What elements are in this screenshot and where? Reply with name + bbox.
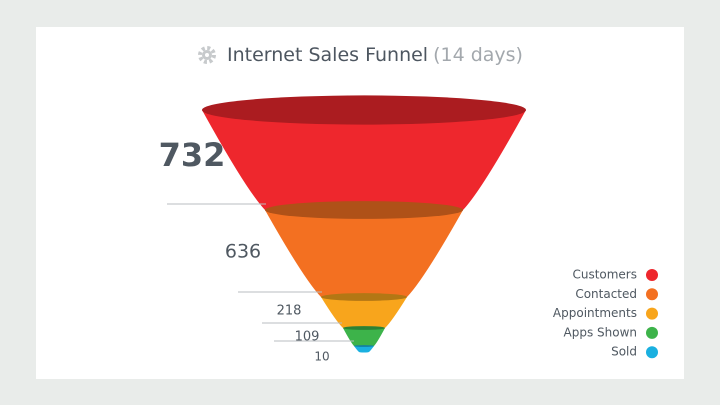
- segment-top: [343, 326, 385, 330]
- segment-body: [265, 210, 463, 301]
- legend-label: Sold: [611, 345, 637, 359]
- subtitle: (14 days): [433, 44, 523, 66]
- title: Internet Sales Funnel: [227, 44, 428, 66]
- legend-swatch: [646, 326, 658, 339]
- funnel-segment: [354, 345, 374, 353]
- gear-icon: [198, 46, 216, 64]
- value-label: 10: [314, 350, 329, 364]
- segment-body: [343, 328, 385, 347]
- value-label: 109: [295, 330, 320, 345]
- funnel-segment: [202, 95, 526, 219]
- legend-label: Appointments: [553, 306, 637, 320]
- legend-swatch: [646, 288, 658, 301]
- funnel-segment: [321, 293, 407, 330]
- segment-top: [202, 95, 526, 125]
- segment-top: [354, 345, 374, 347]
- segment-top: [321, 293, 407, 301]
- legend-label: Contacted: [575, 287, 637, 301]
- value-label: 636: [225, 241, 261, 263]
- funnel-segment: [265, 201, 463, 301]
- legend-label: Customers: [572, 268, 637, 282]
- value-label: 218: [277, 304, 302, 319]
- value-label: 732: [159, 136, 226, 174]
- segment-body: [354, 346, 374, 353]
- legend-swatch: [646, 346, 658, 359]
- segment-top: [265, 201, 463, 219]
- chart-title: Internet Sales Funnel (14 days): [227, 44, 523, 66]
- segment-body: [202, 110, 526, 219]
- legend-label: Apps Shown: [564, 325, 638, 339]
- legend-swatch: [646, 307, 658, 320]
- legend-swatch: [646, 269, 658, 281]
- segment-body: [321, 297, 407, 330]
- funnel-segment: [343, 326, 385, 347]
